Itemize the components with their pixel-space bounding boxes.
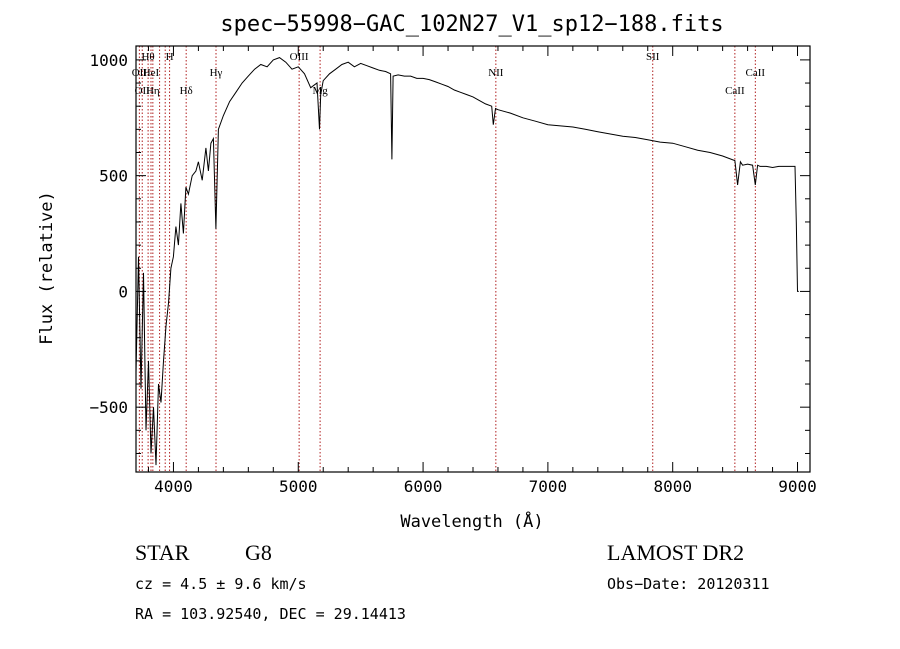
spectral-line-markers [138, 46, 756, 472]
x-tick-label-2: 6000 [404, 477, 443, 496]
observation-date: Obs−Date: 20120311 [607, 575, 770, 593]
object-class: STAR [135, 540, 190, 565]
x-tick-label-4: 8000 [653, 477, 692, 496]
redshift-cz: cz = 4.5 ± 9.6 km/s [135, 575, 307, 593]
line-label-15: CaII [746, 67, 766, 79]
axis-ticks: 4000 5000 6000 7000 8000 9000 −500 0 500 1000 [89, 46, 817, 496]
line-label-12: NII [488, 67, 504, 79]
line-label-1: OII [135, 85, 151, 97]
y-tick-label-2: 500 [99, 167, 128, 186]
object-subclass: G8 [245, 540, 272, 565]
x-tick-label-0: 4000 [154, 477, 193, 496]
line-label-11: Mg [312, 85, 328, 97]
chart-title: spec−55998−GAC_102N27_V1_sp12−188.fits [220, 12, 723, 37]
line-label-8: Hδ [180, 85, 193, 97]
line-label-0: OII [132, 67, 148, 79]
line-label-10: OIII [290, 51, 309, 63]
line-label-9: Hγ [210, 67, 223, 79]
line-label-3: HeI [143, 67, 160, 79]
line-label-2: Hθ [141, 51, 154, 63]
y-tick-label-3: 1000 [89, 51, 128, 70]
line-label-4: Hη [146, 85, 160, 97]
line-label-7: H [166, 51, 174, 63]
x-tick-label-5: 9000 [778, 477, 817, 496]
line-label-14: CaII [725, 85, 745, 97]
spectrum-line [135, 57, 799, 466]
x-tick-label-3: 7000 [529, 477, 568, 496]
y-tick-label-0: −500 [89, 398, 128, 417]
line-label-13: SII [646, 51, 660, 63]
x-tick-label-1: 5000 [279, 477, 318, 496]
y-axis-title: Flux (relative) [37, 191, 57, 345]
survey-name: LAMOST DR2 [607, 540, 745, 565]
y-tick-label-1: 0 [118, 282, 128, 301]
plot-frame [135, 45, 811, 473]
coordinates: RA = 103.92540, DEC = 29.14413 [135, 605, 406, 623]
x-axis-title: Wavelength (Å) [400, 510, 543, 532]
